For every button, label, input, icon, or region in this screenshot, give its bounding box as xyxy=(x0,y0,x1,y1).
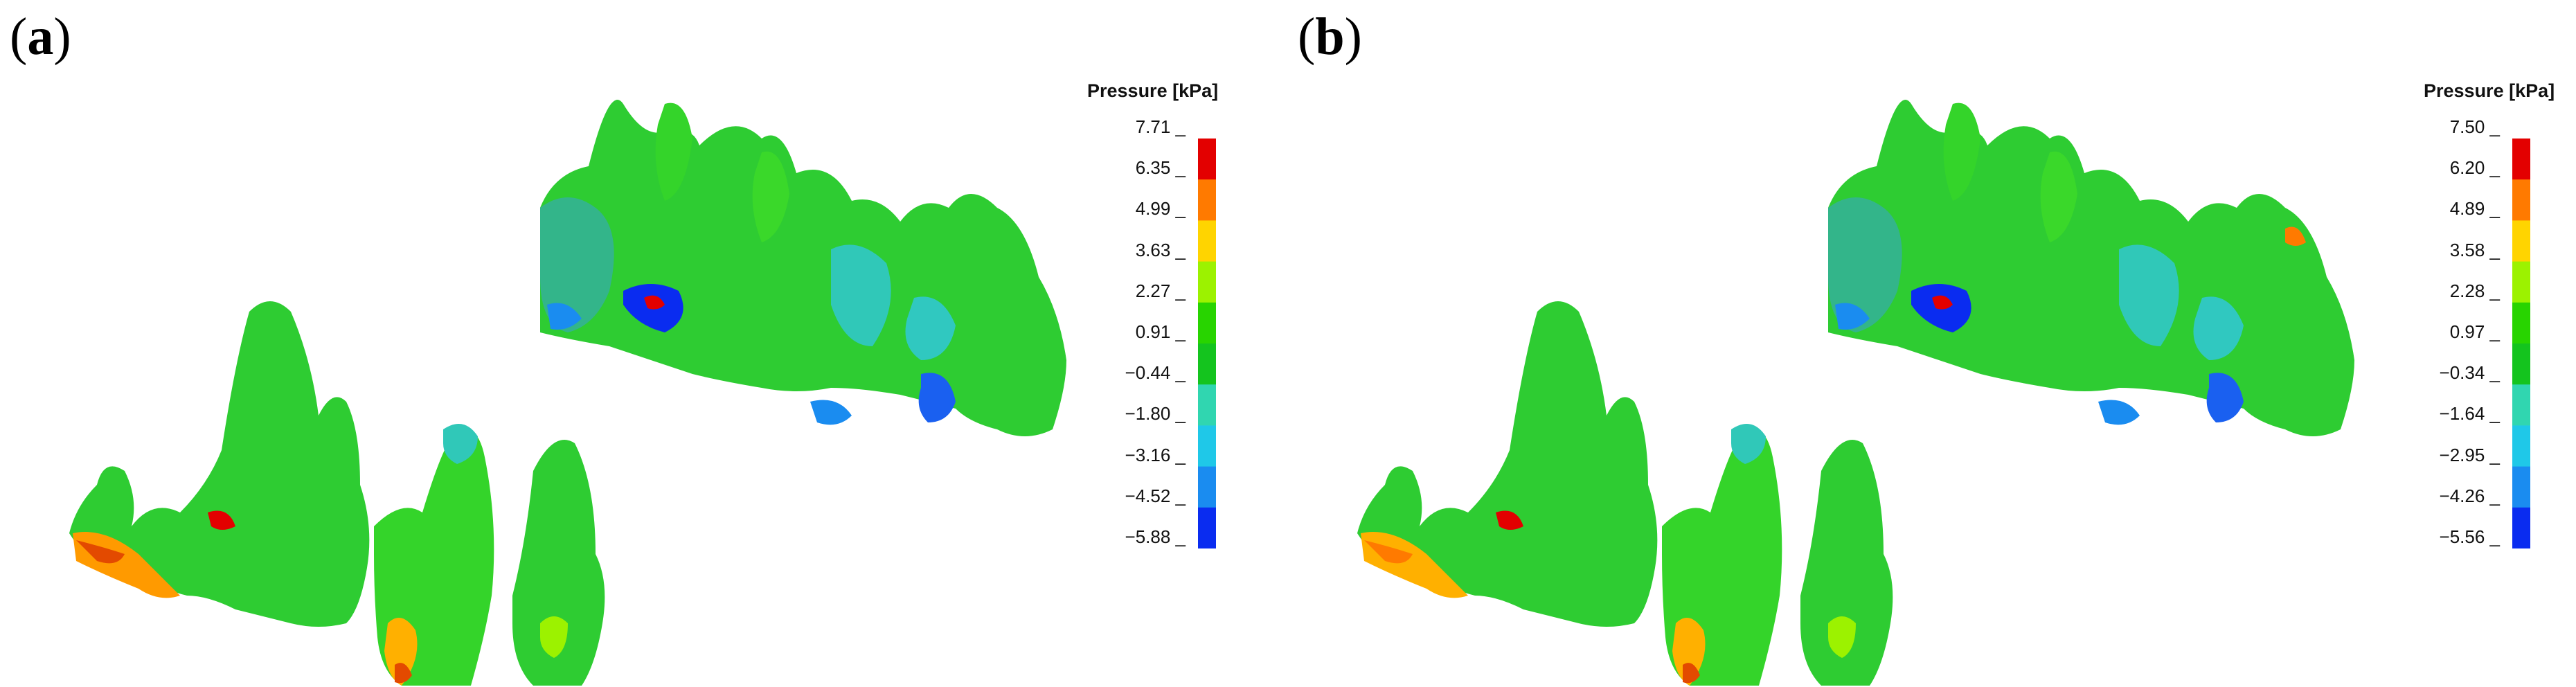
colorbar-segment xyxy=(1198,466,1216,508)
legend-tick-label: 0.97 _ xyxy=(2449,321,2500,342)
legend-tick-label: 3.63 _ xyxy=(1135,239,1186,260)
legend-tick-label: −1.80 _ xyxy=(1125,403,1186,425)
legend-tick-label: −5.88 _ xyxy=(1125,526,1186,547)
legend-tick-label: 4.99 _ xyxy=(1135,198,1186,220)
legend-title: Pressure [kPa] xyxy=(2424,80,2555,101)
legend-tick-label: 6.35 _ xyxy=(1135,157,1186,179)
colorbar-segment xyxy=(1198,179,1216,221)
legend-tick-label: −4.26 _ xyxy=(2439,485,2500,506)
colorbar-segment xyxy=(1198,425,1216,467)
colorbar-segment xyxy=(2512,507,2530,548)
colorbar-segment xyxy=(2512,384,2530,426)
colorbar-segment xyxy=(2512,261,2530,303)
colorbar-segment xyxy=(2512,466,2530,508)
legend-tick-label: −0.34 _ xyxy=(2439,362,2500,384)
legend-tick-label: −3.16 _ xyxy=(1125,444,1186,465)
colorbar-segment xyxy=(2512,344,2530,385)
colorbar-segment xyxy=(1198,220,1216,262)
dental-pressure-render-b xyxy=(1357,100,2354,686)
lower-arch-model xyxy=(69,301,605,686)
colorbar-segment xyxy=(2512,220,2530,262)
lower-arch-model xyxy=(1357,301,1893,686)
colorbar xyxy=(1198,139,1216,548)
legend-tick-label: 7.50 _ xyxy=(2449,116,2500,137)
colorbar-segment xyxy=(1198,344,1216,385)
upper-arch-model xyxy=(540,100,1066,436)
legend-tick-label: 2.27 _ xyxy=(1135,280,1186,301)
legend-tick-label: −2.95 _ xyxy=(2439,444,2500,465)
legend-tick-label: 3.58 _ xyxy=(2449,239,2500,260)
legend-tick-label: 6.20 _ xyxy=(2449,157,2500,179)
colorbar-segment xyxy=(1198,261,1216,303)
legend-tick-label: 4.89 _ xyxy=(2449,198,2500,220)
colorbar-segment xyxy=(1198,302,1216,344)
legend-tick-label: −0.44 _ xyxy=(1125,362,1186,384)
panel-a: (a) Pressure [kPa] xyxy=(10,8,1219,686)
panel-b: (b) Pressure xyxy=(1288,0,2576,687)
legend-tick-label: 0.91 _ xyxy=(1135,321,1186,342)
colorbar-segment xyxy=(2512,302,2530,344)
colorbar xyxy=(2512,139,2530,548)
legend-tick-label: −4.52 _ xyxy=(1125,485,1186,506)
panel-label-a: (a) xyxy=(10,8,71,66)
upper-arch-model xyxy=(1828,100,2354,436)
colorbar-segment xyxy=(1198,507,1216,548)
legend-title: Pressure [kPa] xyxy=(1087,80,1219,101)
legend-tick-label: 7.71 _ xyxy=(1135,116,1186,137)
colorbar-segment xyxy=(2512,425,2530,467)
legend-tick-label: −1.64 _ xyxy=(2439,403,2500,425)
colorbar-segment xyxy=(2512,139,2530,180)
colorbar-segment xyxy=(1198,384,1216,426)
colorbar-segment xyxy=(2512,179,2530,221)
panel-label-b: (b) xyxy=(1298,8,1362,66)
dental-pressure-render-a xyxy=(69,100,1066,686)
colorbar-segment xyxy=(1198,139,1216,180)
legend-tick-label: −5.56 _ xyxy=(2439,526,2500,547)
legend-tick-label: 2.28 _ xyxy=(2449,280,2500,301)
